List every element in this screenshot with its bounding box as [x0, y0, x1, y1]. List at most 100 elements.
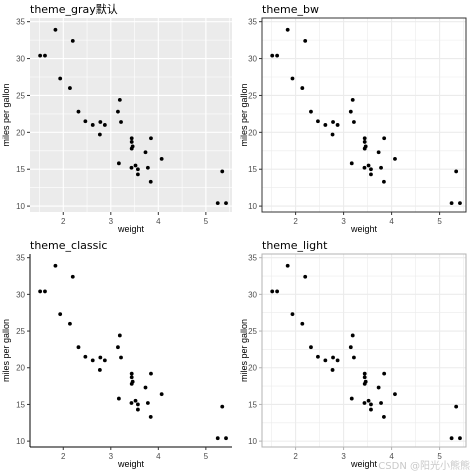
data-point	[129, 165, 134, 170]
data-point	[117, 333, 122, 338]
x-tick-label: 5	[437, 217, 442, 226]
data-point	[458, 436, 462, 441]
data-point	[102, 358, 107, 363]
panel-border	[261, 253, 467, 448]
data-point	[145, 165, 150, 170]
data-point	[382, 415, 386, 419]
data-point	[285, 263, 290, 268]
x-tick-label: 3	[341, 452, 346, 461]
data-point	[129, 136, 134, 141]
data-point	[275, 289, 280, 294]
panel-theme-light: 2 3 4 5 10 15 20 25 30 35 theme_light miles per g…	[239, 239, 467, 469]
data-point	[458, 201, 462, 206]
data-point	[129, 401, 134, 405]
x-tick-label: 4	[389, 217, 394, 226]
data-point	[129, 371, 134, 376]
data-point	[366, 398, 371, 403]
data-point	[133, 163, 138, 168]
data-point	[135, 402, 140, 407]
y-tick-label: 30	[248, 290, 257, 299]
y-tick-label: 25	[16, 327, 25, 336]
data-point	[70, 274, 75, 279]
data-point	[159, 156, 164, 161]
x-tick-label: 4	[389, 452, 394, 461]
y-tick-label: 15	[16, 165, 25, 174]
watermark: CSDN @阳光小熊熊	[378, 461, 470, 472]
data-point	[290, 76, 295, 81]
data-point	[369, 402, 373, 407]
data-point	[382, 371, 387, 376]
data-point	[393, 392, 397, 397]
y-tick-label: 10	[16, 437, 25, 446]
data-point	[290, 312, 295, 317]
data-point	[331, 120, 335, 124]
data-point	[366, 163, 371, 168]
data-point	[300, 86, 305, 90]
data-point	[76, 345, 81, 350]
panel-title: theme_classic	[30, 239, 107, 252]
data-point	[116, 345, 120, 350]
panel-theme-gray: 2 3 4 5 10 15 20 25 30 35 theme_gray默认 miles per …	[1, 3, 232, 234]
data-point	[117, 97, 122, 102]
data-point	[83, 354, 88, 359]
data-point	[148, 179, 153, 184]
data-point	[362, 136, 367, 141]
data-point	[215, 201, 220, 206]
x-tick-label: 2	[61, 452, 66, 461]
y-tick-label: 15	[16, 400, 25, 409]
x-tick-label: 3	[341, 217, 346, 226]
x-tick-label: 2	[293, 452, 298, 461]
data-point	[68, 321, 72, 326]
x-axis-label: weight	[350, 459, 378, 469]
panel-background	[30, 254, 232, 447]
panel-title: theme_light	[262, 239, 328, 252]
y-tick-label: 15	[248, 400, 257, 409]
data-point	[352, 120, 356, 124]
data-point	[349, 161, 354, 166]
data-point	[454, 169, 459, 174]
data-point	[129, 375, 134, 380]
y-tick-label: 30	[16, 55, 25, 64]
data-point	[90, 123, 95, 127]
data-point	[270, 53, 275, 58]
data-point	[148, 415, 153, 419]
x-axis-label: weight	[350, 224, 378, 234]
data-point	[275, 53, 280, 58]
y-axis-label: miles per gallon	[239, 83, 249, 146]
data-point	[362, 381, 367, 386]
data-point	[303, 274, 308, 279]
data-point	[348, 109, 353, 114]
data-point	[303, 38, 308, 43]
x-tick-label: 5	[204, 452, 209, 461]
data-point	[116, 161, 121, 166]
data-point	[97, 368, 102, 372]
x-tick-label: 4	[156, 217, 161, 226]
data-point	[350, 333, 355, 338]
data-point	[98, 120, 103, 124]
data-point	[143, 385, 148, 390]
y-tick-label: 30	[248, 55, 257, 64]
data-point	[102, 123, 107, 127]
data-point	[331, 355, 335, 360]
data-point	[309, 109, 313, 114]
data-point	[68, 86, 72, 90]
data-point	[362, 401, 367, 405]
data-point	[135, 167, 140, 172]
data-point	[376, 385, 381, 390]
data-point	[369, 407, 373, 412]
data-point	[362, 375, 367, 380]
data-point	[90, 358, 95, 363]
y-tick-label: 20	[16, 128, 25, 137]
data-point	[70, 38, 75, 43]
data-point	[285, 27, 290, 32]
data-point	[362, 371, 367, 376]
y-tick-label: 30	[16, 290, 25, 299]
y-tick-label: 10	[16, 202, 25, 211]
panel-background	[262, 254, 466, 447]
data-point	[220, 169, 225, 174]
x-tick-label: 5	[437, 452, 442, 461]
data-point	[145, 401, 150, 405]
y-tick-label: 10	[248, 202, 257, 211]
data-point	[379, 401, 383, 405]
panel-background-layer: 2 3 4 5 10 15 20 25 30 35	[248, 253, 467, 461]
